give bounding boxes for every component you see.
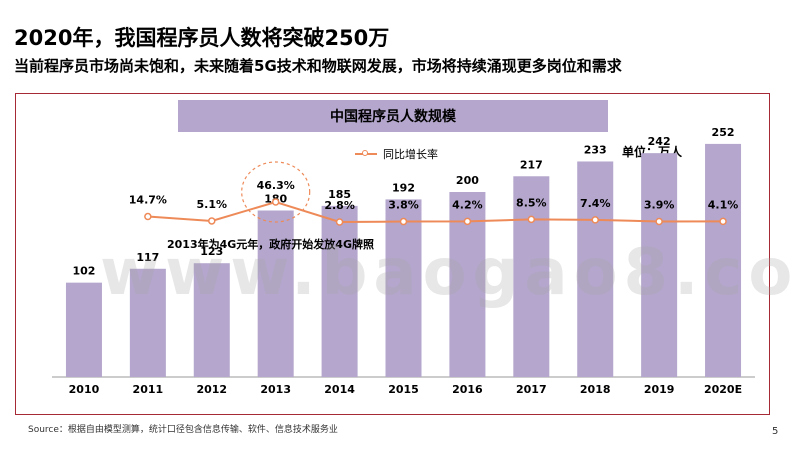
growth-point-2011 xyxy=(144,212,152,221)
bar-label-2015: 192 xyxy=(392,181,415,194)
growth-label-2016: 4.2% xyxy=(452,198,483,211)
bar-2015 xyxy=(385,199,422,377)
x-tick-2019: 2019 xyxy=(644,383,675,396)
x-tick-2018: 2018 xyxy=(580,383,611,396)
highlight-ellipse xyxy=(241,161,311,223)
bar-2017 xyxy=(513,176,550,377)
bar-label-2016: 200 xyxy=(456,174,479,187)
legend: 同比增长率 xyxy=(355,146,438,162)
bar-label-2017: 217 xyxy=(520,158,543,171)
page-number: 5 xyxy=(772,426,779,437)
growth-point-2015 xyxy=(399,217,408,226)
x-tick-2011: 2011 xyxy=(133,383,164,396)
growth-point-2014 xyxy=(335,218,344,226)
chart-annotation: 2013年为4G元年，政府开始发放4G牌照 xyxy=(167,238,374,251)
bar-2013 xyxy=(257,210,294,377)
x-tick-2017: 2017 xyxy=(516,383,547,396)
growth-label-2012: 5.1% xyxy=(197,198,228,211)
bar-2020E xyxy=(705,143,742,377)
bar-label-2014: 185 xyxy=(328,188,351,201)
growth-point-2019 xyxy=(655,217,663,226)
growth-label-2017: 8.5% xyxy=(516,196,547,209)
growth-label-2011: 14.7% xyxy=(129,194,167,207)
page-title: 2020年，我国程序员人数将突破250万 xyxy=(14,26,390,50)
growth-point-2017 xyxy=(527,215,536,224)
page-subtitle: 当前程序员市场尚未饱和，未来随着5G技术和物联网发展，市场将持续涌现更多岗位和需… xyxy=(14,57,622,75)
growth-point-2012 xyxy=(208,217,216,225)
growth-label-2014: 2.8% xyxy=(324,199,355,212)
bar-2014 xyxy=(321,205,358,377)
bar-label-2019: 242 xyxy=(648,135,671,148)
growth-point-2016 xyxy=(463,217,472,226)
source-note: Source：根据自由模型测算，统计口径包含信息传输、软件、信息技术服务业 xyxy=(28,425,338,435)
legend-label: 同比增长率 xyxy=(383,148,438,161)
growth-label-2013: 46.3% xyxy=(257,179,295,192)
growth-point-2020E xyxy=(719,217,727,226)
growth-label-2020E: 4.1% xyxy=(708,198,739,211)
bar-label-2011: 117 xyxy=(136,251,159,264)
x-tick-2010: 2010 xyxy=(69,383,100,396)
x-tick-2012: 2012 xyxy=(196,383,227,396)
chart-title: 中国程序员人数规模 xyxy=(178,100,608,132)
bar-label-2012: 123 xyxy=(200,245,223,258)
x-tick-2016: 2016 xyxy=(452,383,483,396)
chart-frame xyxy=(15,93,770,415)
growth-rate-line xyxy=(147,200,724,224)
bar-2011 xyxy=(129,268,166,377)
bar-2012 xyxy=(193,263,230,377)
x-tick-2015: 2015 xyxy=(388,383,419,396)
growth-point-2018 xyxy=(591,216,599,224)
x-tick-2020E: 2020E xyxy=(704,383,742,396)
legend-line-marker xyxy=(355,150,377,156)
growth-label-2015: 3.8% xyxy=(388,199,419,212)
bar-label-2010: 102 xyxy=(72,265,95,278)
growth-label-2018: 7.4% xyxy=(580,197,611,210)
x-tick-2014: 2014 xyxy=(324,383,355,396)
bar-2010 xyxy=(65,282,102,377)
growth-point-2013 xyxy=(271,198,280,206)
bar-2019 xyxy=(641,153,678,377)
growth-label-2019: 3.9% xyxy=(644,198,675,211)
x-tick-2013: 2013 xyxy=(260,383,291,396)
bar-label-2018: 233 xyxy=(584,143,607,156)
bar-2018 xyxy=(577,161,614,377)
bar-label-2020E: 252 xyxy=(712,126,735,139)
